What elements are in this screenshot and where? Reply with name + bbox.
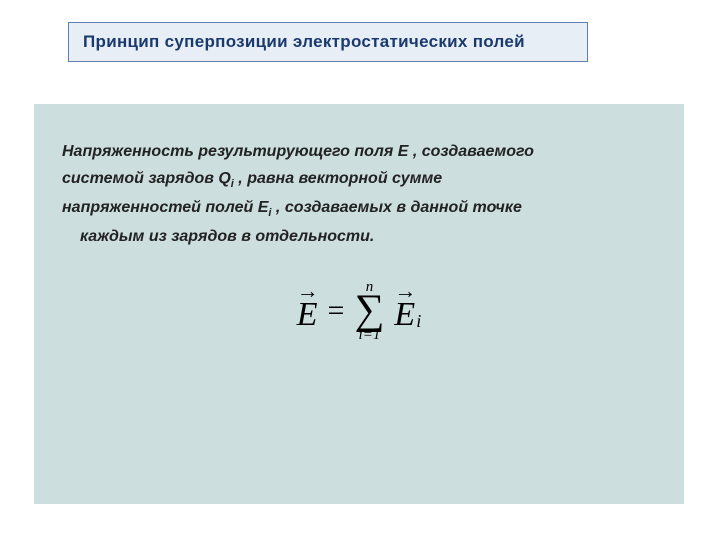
subscript-i-formula: i	[416, 312, 421, 330]
text-line-2b: , равна векторной сумме	[234, 170, 442, 187]
slide-title: Принцип суперпозиции электростатических …	[83, 32, 573, 52]
vector-arrow-icon: →	[297, 280, 318, 302]
summation-block: n ∑ i=1	[354, 280, 384, 343]
principle-text: Напряженность результирующего поля E , с…	[62, 138, 656, 250]
vector-arrow-icon: →	[394, 280, 413, 302]
sum-lower-limit: i=1	[359, 328, 381, 343]
vector-E-left: → E	[297, 290, 318, 332]
formula-container: → E = n ∑ i=1 → Ei	[62, 280, 656, 343]
text-line-4: каждым из зарядов в отдельности.	[62, 223, 656, 250]
text-line-2a: системой зарядов Q	[62, 170, 231, 187]
equals-sign: =	[328, 296, 345, 326]
text-line-1: Напряженность результирующего поля E , с…	[62, 143, 534, 160]
symbol-E-right: E	[394, 298, 415, 332]
text-line-3a: напряженностей полей E	[62, 199, 268, 216]
vector-Ei-right: → Ei	[394, 290, 421, 332]
text-line-3b: , создаваемых в данной точке	[271, 199, 521, 216]
content-box: Напряженность результирующего поля E , с…	[34, 104, 684, 504]
superposition-formula: → E = n ∑ i=1 → Ei	[297, 280, 421, 343]
title-box: Принцип суперпозиции электростатических …	[68, 22, 588, 62]
sigma-icon: ∑	[354, 293, 384, 329]
